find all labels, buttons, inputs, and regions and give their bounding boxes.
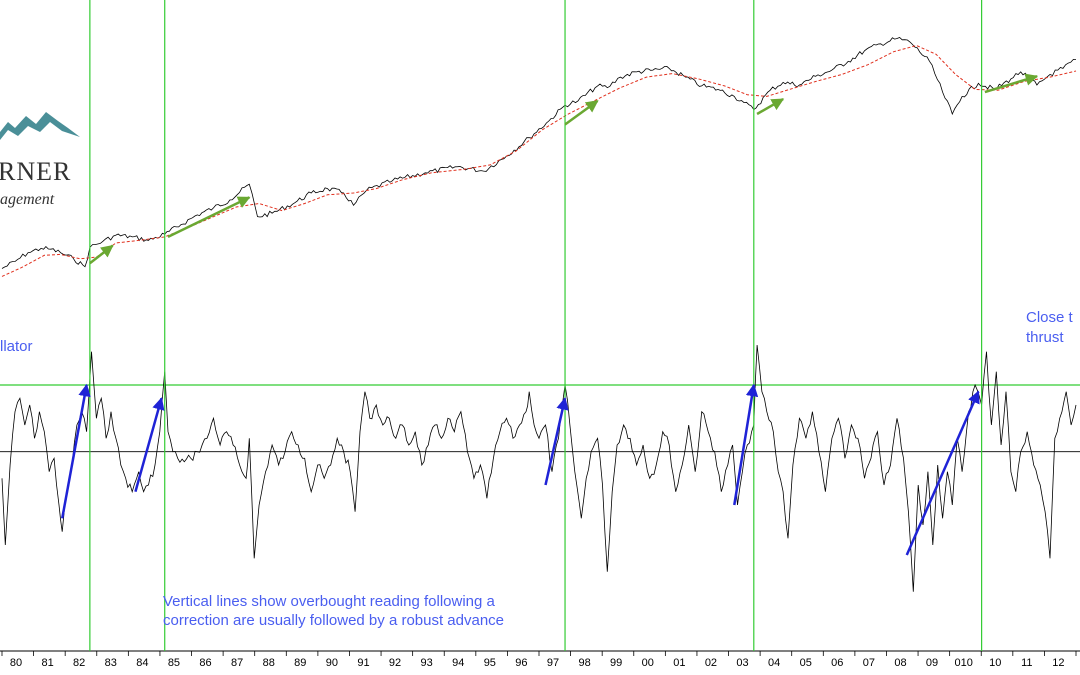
x-tick-label: 05 <box>800 657 812 669</box>
x-tick-label: 82 <box>73 657 85 669</box>
green-trend-arrow <box>564 99 599 126</box>
x-tick-label: 87 <box>231 657 243 669</box>
x-tick-label: 02 <box>705 657 717 669</box>
close-note-line1: Close t <box>1026 309 1073 326</box>
blue-thrust-arrow <box>134 397 165 493</box>
logo-word: RNER <box>0 157 72 186</box>
x-tick-label: 84 <box>136 657 148 669</box>
x-tick-label: 07 <box>863 657 875 669</box>
x-tick-label: 12 <box>1052 657 1064 669</box>
x-tick-label: 89 <box>294 657 306 669</box>
x-tick-label: 81 <box>41 657 53 669</box>
close-note-line2: thrust <box>1026 329 1064 346</box>
vertical-lines-note-line2: correction are usually followed by a rob… <box>163 612 505 629</box>
x-tick-label: 96 <box>515 657 527 669</box>
green-trend-arrow <box>167 196 251 239</box>
x-tick-label: 85 <box>168 657 180 669</box>
x-tick-label: 09 <box>926 657 938 669</box>
trend-arrows <box>60 73 1039 556</box>
x-tick-label: 91 <box>357 657 369 669</box>
x-tick-label: 93 <box>421 657 433 669</box>
x-tick-label: 88 <box>263 657 275 669</box>
signal-vertical-lines <box>0 0 1080 652</box>
x-tick-label: 00 <box>642 657 654 669</box>
green-trend-arrow <box>984 73 1039 94</box>
x-tick-label: 06 <box>831 657 843 669</box>
x-tick-label: 04 <box>768 657 780 669</box>
x-tick-label: 97 <box>547 657 559 669</box>
moving-average-line <box>1 44 1077 277</box>
oscillator-panel <box>0 344 1080 592</box>
oscillator-label: llator <box>0 338 33 355</box>
x-tick-label: 10 <box>989 657 1001 669</box>
price-panel <box>1 37 1077 277</box>
x-tick-label: 11 <box>1021 657 1032 669</box>
blue-thrust-arrow <box>733 383 759 506</box>
x-tick-label: 86 <box>199 657 211 669</box>
vertical-lines-note-line1: Vertical lines show overbought reading f… <box>163 593 495 610</box>
x-tick-label: 98 <box>578 657 590 669</box>
x-tick-label: 83 <box>105 657 117 669</box>
x-tick-label: 80 <box>10 657 22 669</box>
x-tick-label: 010 <box>954 657 972 669</box>
price-line <box>1 37 1077 269</box>
green-trend-arrow <box>756 97 785 116</box>
x-tick-label: 94 <box>452 657 464 669</box>
x-tick-label: 92 <box>389 657 401 669</box>
x-tick-label: 95 <box>484 657 496 669</box>
x-axis: 80 81 82 83 84 85 86 87 88 89 90 91 92 93 94 95 96 97 98 99… <box>1 651 1077 669</box>
logo-subtitle: agement <box>0 191 55 208</box>
blue-thrust-arrow <box>905 390 980 556</box>
x-tick-label: 90 <box>326 657 338 669</box>
x-tick-label: 08 <box>894 657 906 669</box>
green-trend-arrow <box>89 244 114 265</box>
blue-thrust-arrow <box>60 383 91 519</box>
x-tick-label: 03 <box>736 657 748 669</box>
blue-thrust-arrow <box>544 397 569 486</box>
x-tick-label: 99 <box>610 657 622 669</box>
mountain-logo-icon <box>0 112 80 140</box>
x-tick-label: 01 <box>673 657 685 669</box>
oscillator-line <box>1 344 1077 592</box>
